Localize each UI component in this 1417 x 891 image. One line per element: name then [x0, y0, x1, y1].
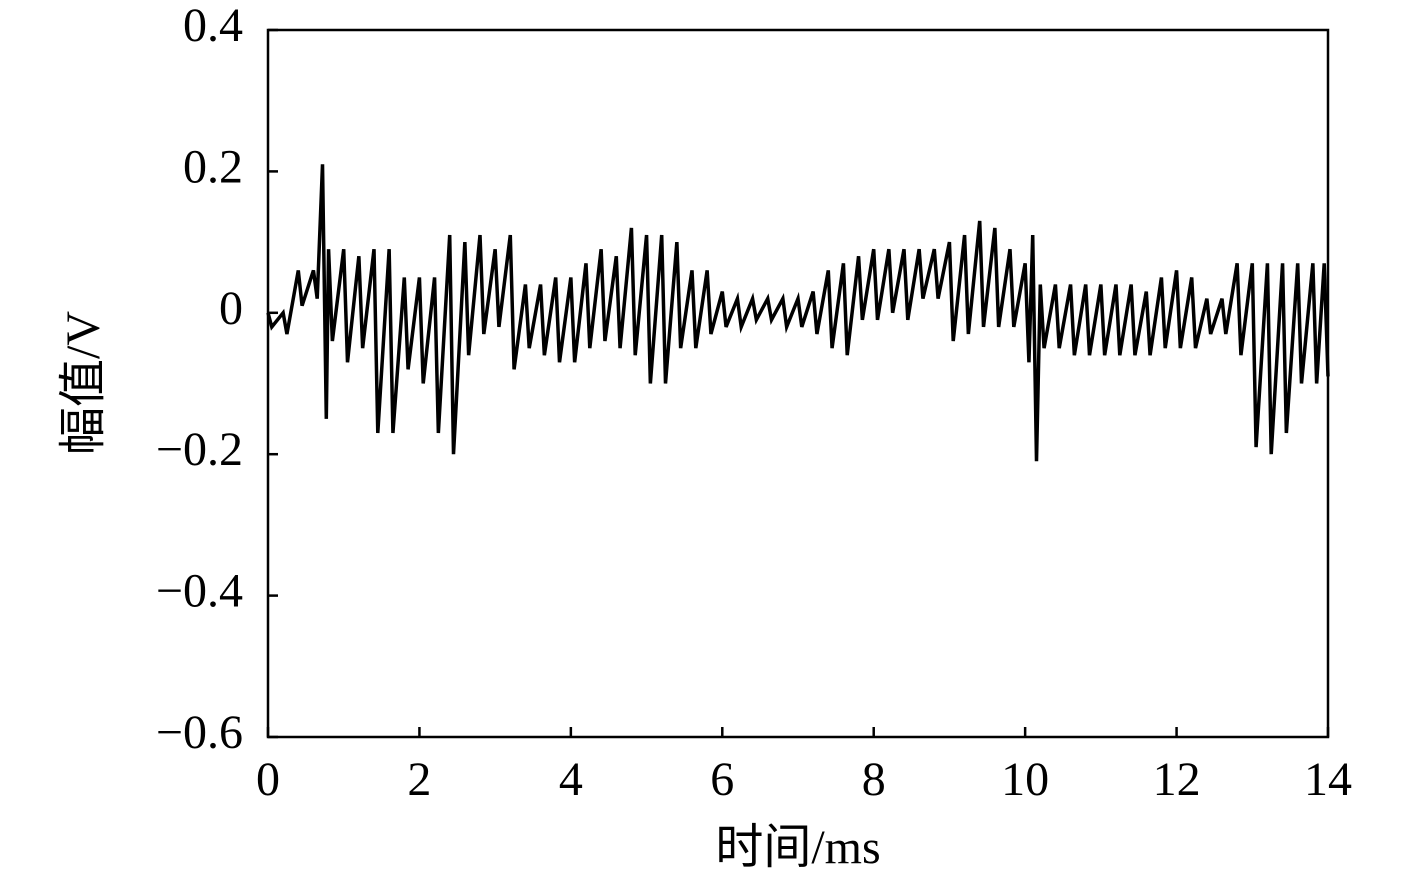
y-axis-title: 幅值/V: [57, 311, 110, 455]
x-tick-label: 10: [1001, 753, 1049, 806]
x-tick-label: 6: [710, 753, 734, 806]
y-tick-label: 0.4: [183, 0, 243, 52]
y-tick-label: −0.4: [156, 565, 243, 618]
x-axis-title: 时间/ms: [715, 821, 880, 874]
signal-line: [266, 164, 1330, 462]
y-tick-label: −0.6: [156, 706, 243, 759]
x-tick-label: 8: [862, 753, 886, 806]
y-tick-label: 0: [219, 282, 243, 335]
plot-frame: [266, 28, 1330, 739]
x-tick-label: 14: [1304, 753, 1352, 806]
x-tick-label: 2: [407, 753, 431, 806]
y-tick-label: 0.2: [183, 140, 243, 193]
x-tick-label: 4: [559, 753, 583, 806]
y-tick-label: −0.2: [156, 423, 243, 476]
x-tick-label: 12: [1153, 753, 1201, 806]
x-tick-label: 0: [256, 753, 280, 806]
